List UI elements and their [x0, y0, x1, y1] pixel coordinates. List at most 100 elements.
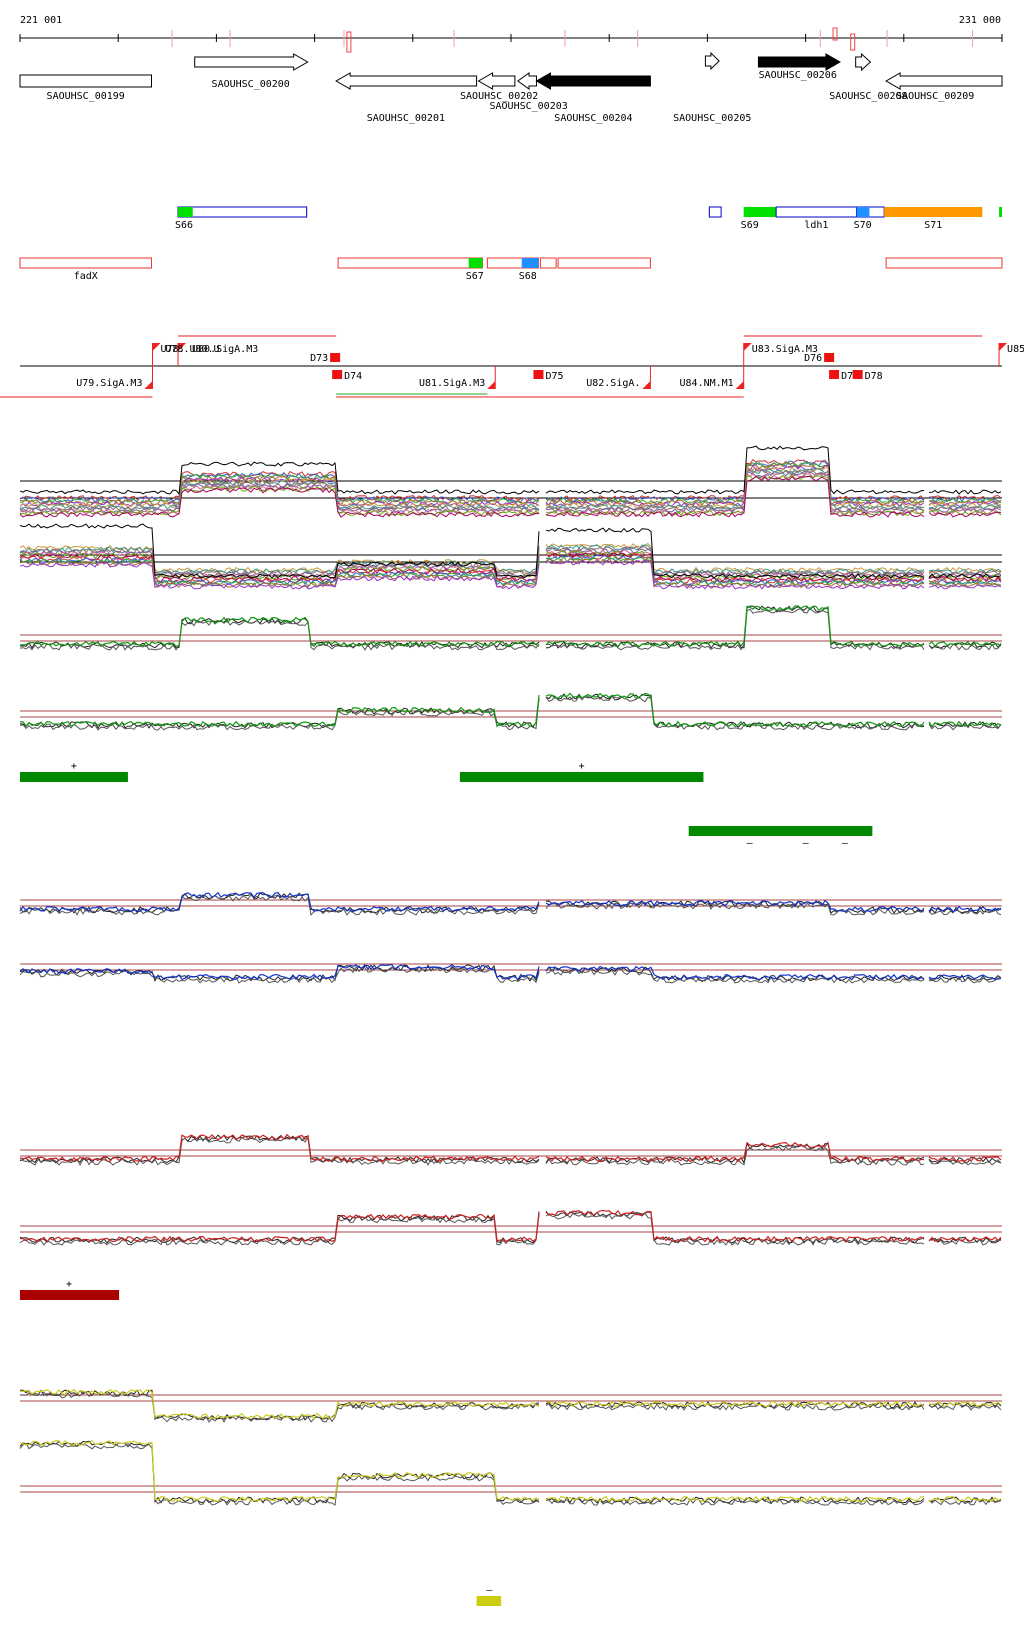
expression-profile	[545, 1498, 925, 1506]
expression-profile	[19, 561, 540, 590]
region-bar	[476, 1596, 502, 1606]
expression-profile	[19, 1391, 540, 1423]
start-coordinate-label: 221 001	[20, 15, 62, 26]
expression-profile	[19, 963, 540, 981]
expression-profile	[19, 487, 540, 518]
expression-profile	[545, 692, 925, 728]
expression-profile	[545, 458, 925, 502]
gene-label: SAOUHSC_00209	[896, 91, 974, 102]
expression-profile	[928, 578, 1001, 585]
expression-profile	[19, 1134, 540, 1164]
expression-profile	[19, 698, 540, 729]
expression-profile	[928, 1159, 1002, 1166]
expression-profile	[928, 584, 1002, 590]
expression-profile	[545, 460, 925, 503]
promoter-flag	[487, 381, 496, 389]
expression-profile	[928, 908, 1002, 916]
expression-profile	[928, 573, 1002, 579]
feature-marker	[884, 207, 983, 217]
expression-profile	[545, 968, 925, 984]
expression-profile	[545, 605, 925, 649]
gene-label: SAOUHSC_00201	[367, 113, 445, 124]
feature-box	[708, 206, 722, 218]
gene-arrow	[19, 74, 153, 88]
terminator-label: D74	[344, 371, 362, 382]
gene-label: SAOUHSC_00205	[673, 113, 751, 124]
expression-profile	[19, 1440, 540, 1503]
feature-label: S67	[466, 271, 484, 282]
expression-profile	[928, 494, 1002, 501]
promoter-label: U85	[1007, 344, 1024, 355]
feature-box	[557, 257, 651, 269]
terminator-label: D75	[545, 371, 563, 382]
expression-profile	[928, 489, 1002, 495]
gene-arrow	[885, 72, 1003, 90]
promoter-flag	[642, 381, 651, 389]
expression-profile	[19, 892, 540, 914]
expression-profile	[928, 504, 1002, 510]
expression-profile	[545, 1495, 925, 1503]
terminator-marker	[824, 353, 835, 362]
expression-profile	[928, 1495, 1002, 1503]
region-sign: +	[579, 761, 585, 772]
expression-tracks	[19, 445, 1002, 1506]
expression-profile	[929, 1403, 1002, 1411]
expression-profile	[545, 471, 925, 514]
gene-label: SAOUHSC_00203	[489, 101, 567, 112]
feature-label: S68	[519, 271, 537, 282]
gene-track: SAOUHSC_00199 SAOUHSC_00200 SAOUHSC_00201 S…	[19, 51, 1003, 124]
expression-profile	[545, 1144, 925, 1166]
gene-arrow	[516, 72, 537, 90]
expression-profile	[19, 523, 540, 579]
expression-profile	[19, 478, 540, 509]
feature-label: S71	[924, 220, 942, 231]
expression-profile	[545, 475, 925, 518]
expression-profile	[928, 640, 1002, 648]
expression-profile	[19, 1442, 540, 1506]
expression-profile	[545, 464, 925, 506]
expression-profile	[928, 720, 1002, 728]
region-bar	[20, 1290, 120, 1300]
promoter-flag	[152, 343, 161, 351]
region-sign: –	[747, 838, 754, 849]
feature-box	[337, 257, 483, 269]
promoter-flag	[178, 343, 187, 351]
gene-arrow	[855, 52, 872, 72]
expression-profile	[545, 966, 925, 982]
expression-profile	[19, 484, 540, 515]
promoter-label: U83.SigA.M3	[752, 344, 818, 355]
expression-profile	[19, 1388, 540, 1420]
terminator-marker	[829, 370, 840, 379]
feature-box	[177, 206, 308, 218]
gene-label: SAOUHSC_00208	[829, 91, 907, 102]
gene-arrow	[704, 51, 720, 71]
expression-profile	[928, 976, 1002, 984]
feature-marker	[856, 207, 870, 217]
expression-profile	[545, 1141, 925, 1165]
expression-profile	[928, 1236, 1002, 1243]
expression-profile	[928, 1401, 1002, 1408]
expression-profile	[928, 568, 1002, 575]
expression-profile	[928, 511, 1002, 518]
gene-label: SAOUHSC_00206	[759, 70, 837, 81]
expression-profile	[545, 543, 925, 574]
feature-label: S70	[854, 220, 872, 231]
feature-marker	[743, 207, 777, 217]
region-sign: +	[66, 1279, 72, 1290]
region-sign: –	[803, 838, 810, 849]
expression-profile	[545, 605, 925, 648]
gene-arrow	[194, 53, 309, 71]
expression-profile	[19, 1389, 540, 1421]
expression-profile	[545, 527, 925, 579]
terminator-label: D77	[841, 371, 859, 382]
expression-profile	[19, 891, 540, 913]
promoter-label: U81.SigA.M3	[419, 378, 485, 389]
expression-profile	[545, 902, 925, 916]
promoter-label: U84.NM.M1	[680, 378, 734, 389]
promoter-overlap-label: U78.U80.U	[165, 344, 219, 355]
expression-profile	[545, 1212, 925, 1246]
expression-profile	[928, 1156, 1002, 1164]
feature-label: S69	[741, 220, 759, 231]
expression-profile	[19, 1213, 540, 1243]
feature-label: fadX	[74, 271, 98, 282]
